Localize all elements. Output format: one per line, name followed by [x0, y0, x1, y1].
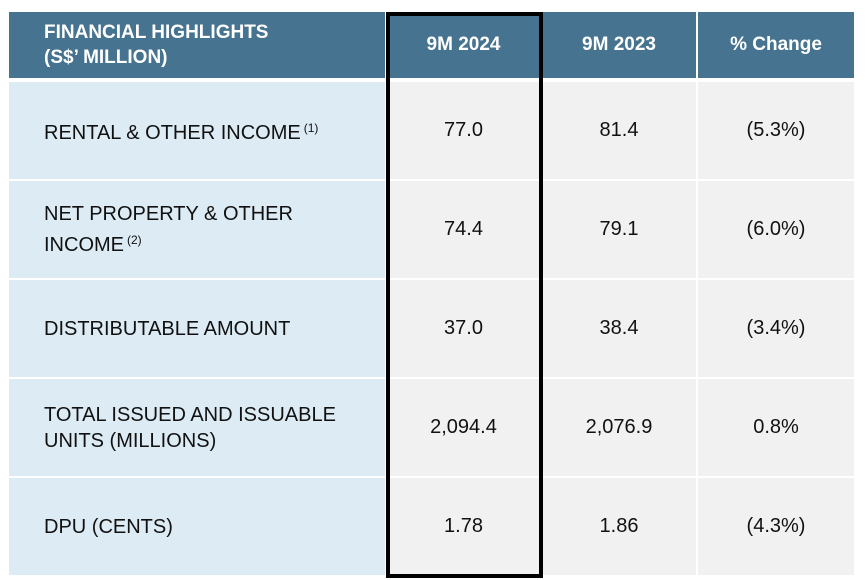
value-9m-2023: 79.1: [541, 180, 698, 280]
header-percent-change: % Change: [697, 12, 854, 82]
header-label-line1: FINANCIAL HIGHLIGHTS: [44, 22, 269, 43]
value-percent-change: (3.4%): [697, 279, 854, 379]
value-9m-2024: 77.0: [386, 80, 542, 181]
row-label: TOTAL ISSUED AND ISSUABLE UNITS (MILLION…: [9, 378, 387, 478]
value-9m-2024: 1.78: [386, 477, 542, 577]
value-percent-change: (4.3%): [697, 477, 854, 577]
footnote-marker: (1): [303, 121, 319, 135]
table-row: RENTAL & OTHER INCOME (1) 77.0 81.4 (5.3%…: [9, 80, 854, 181]
financial-highlights-table: FINANCIAL HIGHLIGHTS (S$’ MILLION) 9M 20…: [9, 12, 854, 577]
value-percent-change: (5.3%): [697, 80, 854, 181]
value-percent-change: (6.0%): [697, 180, 854, 280]
row-label-text: DISTRIBUTABLE AMOUNT: [44, 317, 291, 340]
value-9m-2024: 37.0: [386, 279, 542, 379]
row-label: NET PROPERTY & OTHER INCOME (2): [9, 180, 387, 280]
row-label-text: TOTAL ISSUED AND ISSUABLE UNITS (MILLION…: [44, 403, 336, 452]
row-label-text: NET PROPERTY & OTHER INCOME: [44, 203, 293, 256]
table-row: NET PROPERTY & OTHER INCOME (2) 74.4 79.1…: [9, 180, 854, 280]
value-9m-2023: 1.86: [541, 477, 698, 577]
value-9m-2024: 74.4: [386, 180, 542, 280]
header-label-line2: (S$’ MILLION): [44, 47, 168, 68]
header-label: FINANCIAL HIGHLIGHTS (S$’ MILLION): [9, 12, 387, 82]
table-row: DPU (CENTS) 1.78 1.86 (4.3%): [9, 477, 854, 577]
row-label-text: RENTAL & OTHER INCOME: [44, 122, 301, 144]
value-9m-2023: 81.4: [541, 80, 698, 181]
row-label: DPU (CENTS): [9, 477, 387, 577]
row-label-text: DPU (CENTS): [44, 515, 173, 538]
table-row: TOTAL ISSUED AND ISSUABLE UNITS (MILLION…: [9, 378, 854, 478]
value-9m-2023: 38.4: [541, 279, 698, 379]
value-9m-2023: 2,076.9: [541, 378, 698, 478]
header-9m-2024: 9M 2024: [386, 12, 542, 82]
header-row: FINANCIAL HIGHLIGHTS (S$’ MILLION) 9M 20…: [9, 12, 854, 82]
value-9m-2024: 2,094.4: [386, 378, 542, 478]
row-label: RENTAL & OTHER INCOME (1): [9, 80, 387, 181]
value-percent-change: 0.8%: [697, 378, 854, 478]
row-label: DISTRIBUTABLE AMOUNT: [9, 279, 387, 379]
table-row: DISTRIBUTABLE AMOUNT 37.0 38.4 (3.4%): [9, 279, 854, 379]
header-9m-2023: 9M 2023: [541, 12, 698, 82]
footnote-marker: (2): [127, 233, 142, 247]
